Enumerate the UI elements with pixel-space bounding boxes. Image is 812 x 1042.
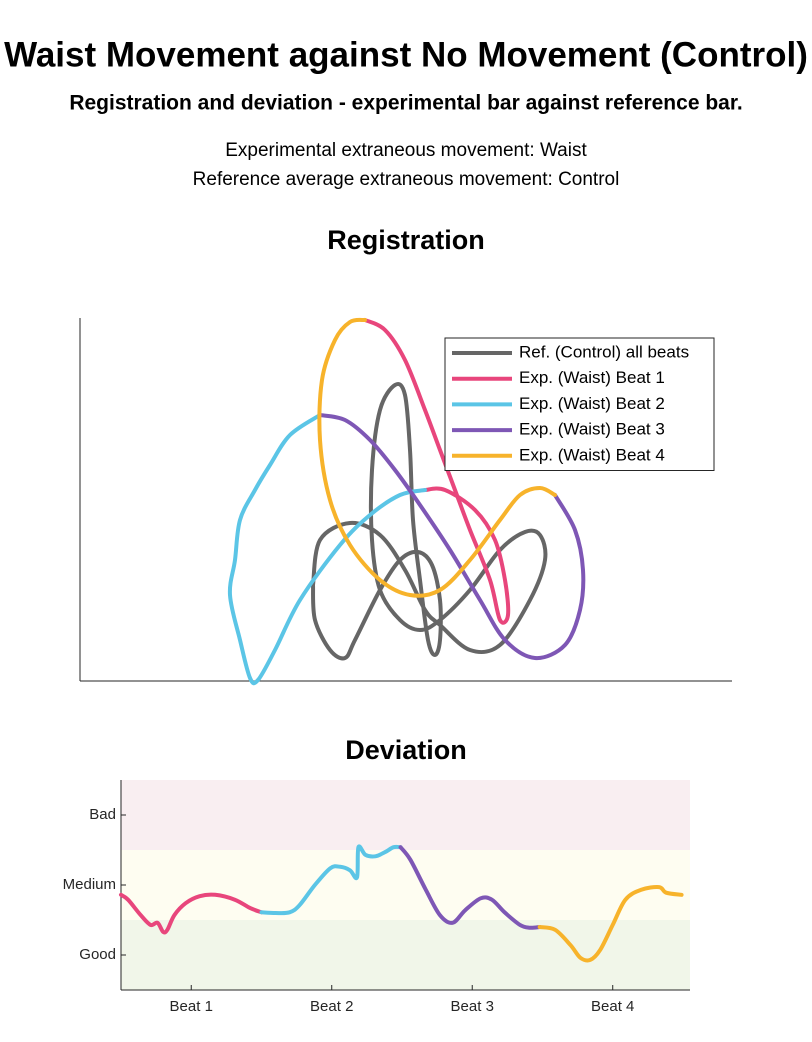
series-line xyxy=(311,382,548,661)
series-line xyxy=(398,845,542,930)
legend-box xyxy=(444,337,715,471)
series-line xyxy=(227,413,427,686)
legend-label: Exp. (Waist) Beat 3 xyxy=(519,420,665,439)
chart-title: Registration xyxy=(327,225,485,255)
series-line xyxy=(119,892,264,935)
band xyxy=(121,780,690,850)
legend-label: Exp. (Waist) Beat 2 xyxy=(519,394,665,413)
band xyxy=(121,920,690,990)
x-tick-label: Beat 3 xyxy=(451,998,494,1015)
y-tick-label: Bad xyxy=(89,806,116,823)
x-tick-label: Beat 4 xyxy=(591,998,634,1015)
y-tick-label: Medium xyxy=(63,876,116,893)
series-line xyxy=(259,844,403,916)
series-line xyxy=(363,318,511,625)
band xyxy=(121,850,690,920)
page-title: Waist Movement against No Movement (Cont… xyxy=(4,35,808,74)
note: Reference average extraneous movement: C… xyxy=(193,169,620,190)
x-tick-label: Beat 2 xyxy=(310,998,353,1015)
page-subtitle: Registration and deviation - experimenta… xyxy=(69,92,742,115)
series-line xyxy=(317,317,557,598)
y-tick-label: Good xyxy=(79,946,116,963)
legend-label: Exp. (Waist) Beat 4 xyxy=(519,445,665,464)
x-tick-label: Beat 1 xyxy=(170,998,213,1015)
series-line xyxy=(537,885,684,963)
legend-label: Ref. (Control) all beats xyxy=(519,342,689,361)
legend-label: Exp. (Waist) Beat 1 xyxy=(519,368,665,387)
chart-title: Deviation xyxy=(345,735,467,765)
note: Experimental extraneous movement: Waist xyxy=(225,140,587,161)
series-line xyxy=(318,413,586,661)
